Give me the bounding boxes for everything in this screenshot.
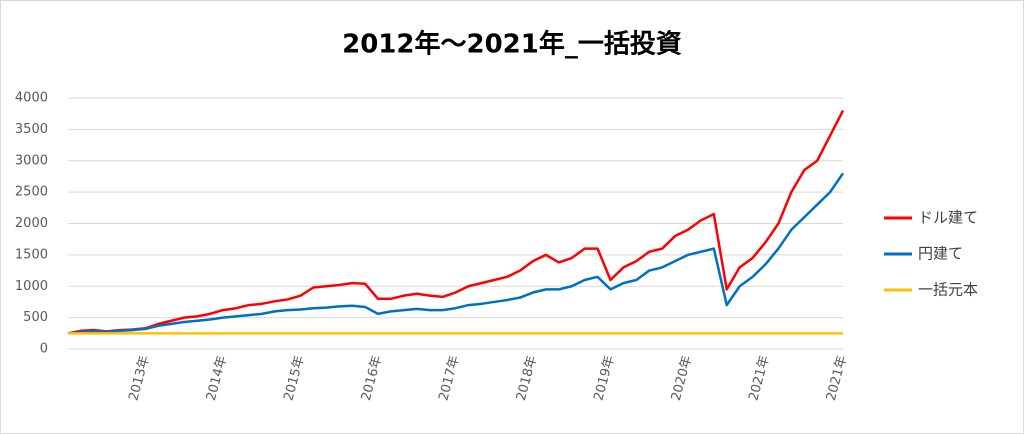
series-line xyxy=(67,109,845,335)
y-tick-label: 3000 xyxy=(15,153,48,168)
y-tick-label: 500 xyxy=(23,310,48,325)
chart-title: 2012年～2021年_一括投資 xyxy=(342,29,682,60)
legend-label: 円建て xyxy=(918,245,963,263)
y-tick-label: 3500 xyxy=(15,122,48,137)
series-line xyxy=(67,172,845,335)
y-tick-label: 4000 xyxy=(15,91,48,106)
legend-label: 一括元本 xyxy=(918,281,978,299)
legend-label: ドル建て xyxy=(918,209,978,227)
y-tick-label: 1000 xyxy=(15,279,48,294)
y-tick-label: 2000 xyxy=(15,216,48,231)
y-tick-label: 0 xyxy=(40,342,48,357)
y-tick-label: 2500 xyxy=(15,185,48,200)
y-tick-label: 1500 xyxy=(15,247,48,262)
